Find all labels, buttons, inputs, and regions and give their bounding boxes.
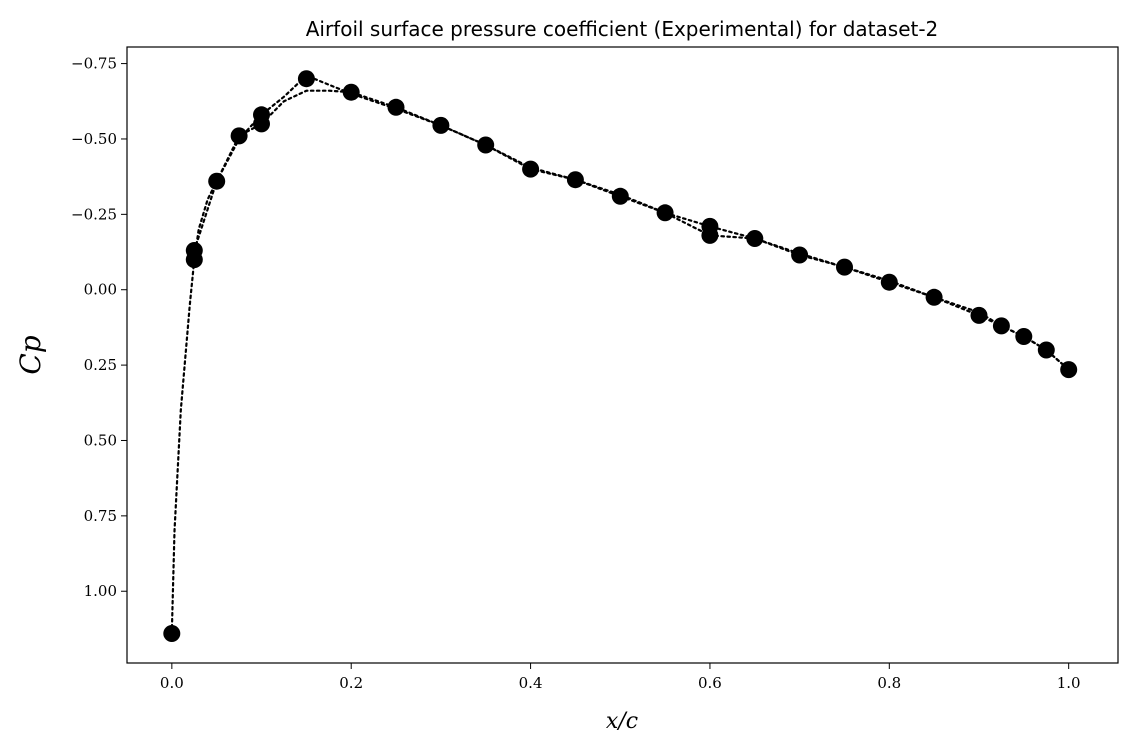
y-tick-label: 1.00 xyxy=(84,582,117,600)
data-point xyxy=(432,116,450,134)
data-point xyxy=(656,204,674,222)
series-markers xyxy=(163,70,1078,642)
data-point xyxy=(791,246,809,264)
data-point xyxy=(566,171,584,189)
data-point xyxy=(163,625,181,642)
data-point xyxy=(701,226,719,244)
y-axis-label: Cp xyxy=(14,335,47,374)
series-line-2 xyxy=(193,89,1070,371)
data-point xyxy=(387,98,405,116)
x-tick-label: 0.2 xyxy=(339,674,363,692)
data-point xyxy=(230,127,248,145)
data-point xyxy=(208,172,226,190)
y-tick-label: −0.50 xyxy=(71,130,117,148)
x-tick-label: 1.0 xyxy=(1057,674,1081,692)
y-tick-label: 0.75 xyxy=(84,507,117,525)
data-point xyxy=(992,317,1010,335)
x-tick-label: 0.0 xyxy=(160,674,184,692)
data-point xyxy=(746,230,764,247)
data-point xyxy=(970,306,988,324)
y-tick-labels: −0.75 −0.50 −0.25 0.00 0.25 0.50 0.75 1.00 xyxy=(71,55,117,601)
data-point xyxy=(185,251,203,269)
x-tick-label: 0.4 xyxy=(519,674,543,692)
series-line-1 xyxy=(170,74,1070,635)
data-point xyxy=(1015,328,1033,345)
data-point xyxy=(477,136,495,154)
plot-frame xyxy=(126,46,1119,664)
y-tick-label: 0.00 xyxy=(84,281,117,299)
x-axis-label: x/c xyxy=(606,709,638,734)
x-tick-labels: 0.0 0.2 0.4 0.6 0.8 1.0 xyxy=(160,674,1081,692)
y-tick-label: −0.25 xyxy=(71,205,117,223)
series-lines xyxy=(170,74,1070,635)
data-point xyxy=(1060,361,1078,379)
data-point xyxy=(880,273,898,291)
data-point xyxy=(925,288,943,306)
y-tick-label: 0.25 xyxy=(84,356,117,374)
y-tick-label: 0.50 xyxy=(84,431,117,449)
tick-marks xyxy=(121,63,1070,669)
data-point xyxy=(522,160,540,178)
data-point xyxy=(611,187,629,205)
x-tick-label: 0.6 xyxy=(698,674,722,692)
data-point xyxy=(342,83,360,101)
data-point xyxy=(297,70,315,88)
y-tick-label: −0.75 xyxy=(71,55,117,73)
x-tick-label: 0.8 xyxy=(877,674,901,692)
data-point xyxy=(253,115,270,133)
data-point xyxy=(836,258,853,276)
chart-title: Airfoil surface pressure coefficient (Ex… xyxy=(306,17,939,41)
data-point xyxy=(1037,341,1055,359)
